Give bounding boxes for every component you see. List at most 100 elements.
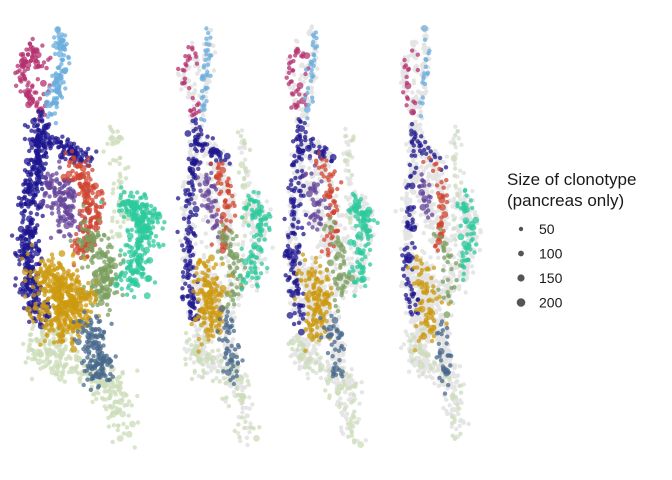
scatter-point [189,351,194,357]
scatter-point [137,242,143,247]
scatter-point [215,207,221,213]
scatter-point [63,344,68,349]
scatter-point [38,342,43,347]
scatter-point [237,273,242,278]
scatter-point [31,323,36,328]
scatter-point [101,329,107,334]
scatter-point [26,348,31,353]
scatter-point [13,283,18,288]
scatter-point [297,366,302,372]
scatter-point [254,232,259,238]
scatter-point [82,368,87,374]
scatter-point [82,310,87,315]
scatter-point [46,276,51,281]
scatter-point [123,166,128,171]
scatter-point [219,247,227,254]
scatter-point [55,363,61,368]
scatter-point [217,291,222,297]
scatter-point [291,72,297,77]
scatter-point [22,136,28,142]
scatter-point [47,342,52,347]
scatter-point [258,220,264,225]
scatter-point [62,319,67,324]
scatter-point [194,271,199,276]
scatter-point [59,333,64,338]
scatter-point [73,150,81,158]
scatter-point [46,296,51,301]
scatter-point [223,380,229,386]
scatter-point [201,260,206,266]
scatter-point [28,221,33,226]
scatter-point [23,178,28,183]
scatter-point [19,256,25,261]
scatter-point [94,334,99,340]
scatter-point [229,343,234,349]
scatter-point [246,223,251,228]
scatter-point [99,255,104,260]
scatter-point [253,435,260,442]
scatter-point [188,92,193,97]
scatter-point [242,385,248,390]
scatter-point [188,108,194,114]
scatter-point [52,100,57,105]
scatter-point [68,287,74,293]
scatter-point [231,261,236,266]
scatter-point [248,421,253,426]
scatter-point [237,145,242,151]
scatter-point [44,318,49,323]
scatter-point [27,319,32,324]
scatter-point [81,203,86,209]
scatter-point [191,289,196,294]
scatter-point [118,248,124,253]
scatter-point [205,47,210,53]
scatter-point [183,281,188,286]
scatter-point [264,269,270,275]
scatter-point [318,375,324,381]
scatter-point [79,372,85,377]
scatter-point [65,170,73,178]
scatter-point [242,141,247,146]
scatter-point [49,368,57,376]
scatter-point [69,149,75,154]
scatter-point [217,230,222,235]
scatter-point [109,245,114,250]
scatter-point [91,345,97,351]
scatter-point [254,288,260,293]
scatter-point [48,284,53,290]
scatter-point [33,226,38,232]
scatter-point [104,353,109,358]
scatter-point [181,216,187,221]
scatter-point [198,116,204,122]
scatter-point [95,189,103,197]
scatter-point [204,41,209,47]
scatter-point [63,151,68,156]
scatter-point [181,294,186,299]
scatter-point [181,80,186,86]
scatter-point [17,290,22,295]
scatter-point [106,236,111,241]
scatter-point [40,79,47,87]
scatter-point [44,332,49,337]
scatter-point [359,390,365,395]
scatter-point [196,297,202,302]
scatter-point [87,203,93,208]
scatter-point [47,360,52,365]
scatter-point [151,239,156,244]
scatter-point [220,261,225,266]
scatter-point [201,112,206,118]
scatter-point [57,93,63,98]
scatter-point [242,425,247,431]
scatter-point [215,329,220,334]
scatter-point [125,227,130,233]
scatter-point [64,300,69,305]
scatter-point [134,203,140,208]
scatter-point [110,235,116,240]
scatter-point [17,75,22,80]
scatter-point [56,223,61,228]
scatter-point [239,150,244,155]
scatter-point [344,411,350,416]
scatter-point [80,150,85,155]
scatter-point [107,124,113,130]
scatter-point [119,286,125,291]
scatter-point [230,193,235,199]
